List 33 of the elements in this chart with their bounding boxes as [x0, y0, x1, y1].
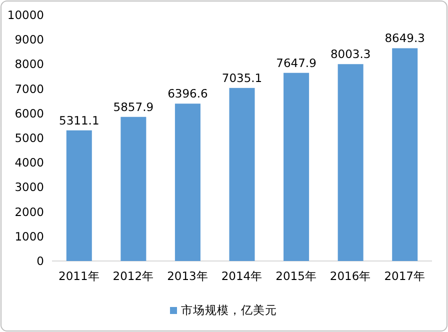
y-tick-label: 1000: [14, 229, 44, 244]
y-tick-label: 4000: [14, 156, 44, 170]
y-tick-label: 7000: [14, 82, 44, 96]
x-tick-label: 2014年: [221, 269, 263, 283]
x-tick-label: 2017年: [384, 269, 426, 283]
x-tick-label: 2012年: [112, 269, 154, 283]
data-label: 8649.3: [384, 31, 425, 46]
y-tick-label: 8000: [14, 57, 44, 72]
legend-label: 市场规模，亿美元: [181, 303, 277, 317]
bar: [174, 104, 200, 261]
data-label: 7647.9: [276, 56, 316, 70]
data-label: 5857.9: [113, 100, 154, 114]
data-label: 8003.3: [330, 47, 371, 62]
bar: [229, 88, 255, 261]
bar: [392, 48, 418, 261]
data-label: 7035.1: [222, 70, 262, 85]
y-tick-label: 2000: [14, 204, 44, 219]
y-tick-label: 9000: [14, 32, 44, 47]
data-label: 6396.6: [168, 86, 208, 101]
y-tick-label: 5000: [14, 131, 44, 145]
bar: [120, 116, 146, 261]
bar: [284, 72, 310, 261]
x-tick-label: 2016年: [330, 269, 372, 283]
y-tick-label: 6000: [14, 106, 44, 120]
y-tick-label: 0: [36, 254, 44, 268]
y-tick-label: 3000: [14, 180, 44, 194]
bar: [66, 130, 92, 261]
x-tick-label: 2013年: [167, 269, 208, 283]
y-tick-label: 10000: [7, 8, 44, 22]
x-tick-label: 2015年: [276, 269, 317, 283]
bar: [338, 64, 364, 261]
data-label: 5311.1: [59, 113, 100, 128]
x-tick-label: 2011年: [58, 269, 100, 283]
